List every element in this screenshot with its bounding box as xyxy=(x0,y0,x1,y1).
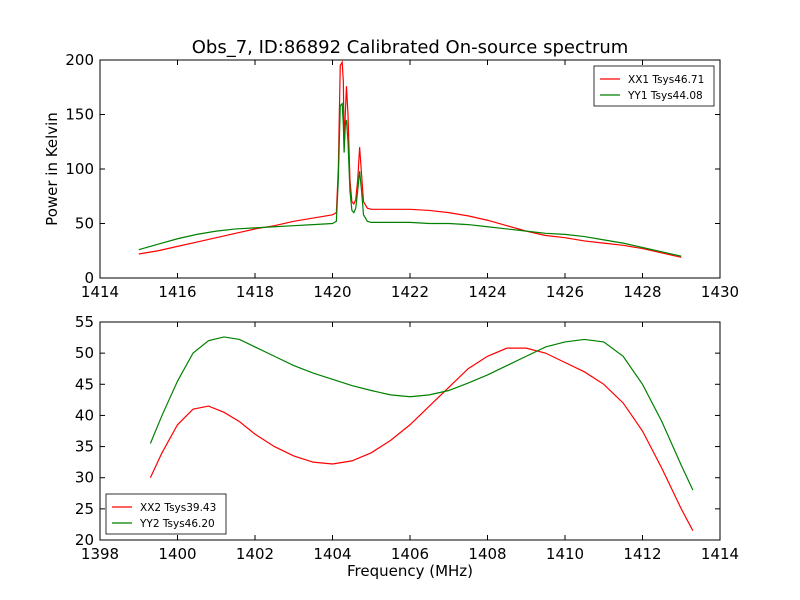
x-tick-label: 1402 xyxy=(236,545,274,563)
legend-box xyxy=(593,65,715,107)
y-tick-label: 35 xyxy=(75,438,94,456)
x-tick-label: 1420 xyxy=(313,283,351,301)
x-tick-label: 1410 xyxy=(546,545,584,563)
x-tick-label: 1398 xyxy=(81,545,119,563)
x-tick-label: 1406 xyxy=(391,545,429,563)
x-tick-label: 1400 xyxy=(158,545,196,563)
x-tick-label: 1422 xyxy=(391,283,429,301)
series-line-1 xyxy=(149,347,694,531)
x-tick-label: 1430 xyxy=(701,283,739,301)
series-line-2 xyxy=(138,102,682,257)
y-tick-label: 20 xyxy=(75,531,94,549)
top-panel: 1414 1416 1418 1420 1422 1424 1426 1428 1430 0 50 1… xyxy=(43,51,739,301)
y-tick-label: 40 xyxy=(75,406,94,424)
chart-title: Obs_7, ID:86892 Calibrated On-source spe… xyxy=(192,37,629,58)
y-tick-label: 30 xyxy=(75,469,94,487)
series-line-1 xyxy=(138,60,682,258)
legend: XX2 Tsys39.43 YY2 Tsys46.20 xyxy=(105,493,227,535)
x-axis-label: Frequency (MHz) xyxy=(347,562,473,580)
x-tick-label: 1418 xyxy=(236,283,274,301)
legend-entry: XX1 Tsys46.71 xyxy=(628,74,704,86)
legend: XX1 Tsys46.71 YY1 Tsys44.08 xyxy=(593,65,715,107)
y-tick-label: 25 xyxy=(75,500,94,518)
y-tick-label: 200 xyxy=(65,51,94,69)
y-tick-label: 55 xyxy=(75,313,94,331)
legend-box xyxy=(105,493,227,535)
legend-entry: YY1 Tsys44.08 xyxy=(627,90,703,102)
y-tick-label: 50 xyxy=(75,215,94,233)
legend-entry: YY2 Tsys46.20 xyxy=(139,518,215,530)
bottom-panel: 1398 1400 1402 1404 1406 1408 1410 1412 1414 20 25… xyxy=(75,313,739,580)
legend-entry: XX2 Tsys39.43 xyxy=(140,502,216,514)
x-tick-label: 1416 xyxy=(158,283,196,301)
y-tick-label: 150 xyxy=(65,106,94,124)
x-tick-label: 1414 xyxy=(701,545,739,563)
y-axis-label: Power in Kelvin xyxy=(43,112,61,226)
x-tick-label: 1408 xyxy=(468,545,506,563)
y-tick-label: 45 xyxy=(75,375,94,393)
x-tick-label: 1404 xyxy=(313,545,351,563)
y-tick-label: 0 xyxy=(84,269,94,287)
y-tick-label: 50 xyxy=(75,344,94,362)
x-tick-label: 1426 xyxy=(546,283,584,301)
x-tick-label: 1424 xyxy=(468,283,506,301)
series-line-2 xyxy=(149,336,694,491)
x-tick-label: 1428 xyxy=(623,283,661,301)
y-tick-label: 100 xyxy=(65,160,94,178)
x-tick-label: 1412 xyxy=(623,545,661,563)
x-tick-label: 1414 xyxy=(81,283,119,301)
